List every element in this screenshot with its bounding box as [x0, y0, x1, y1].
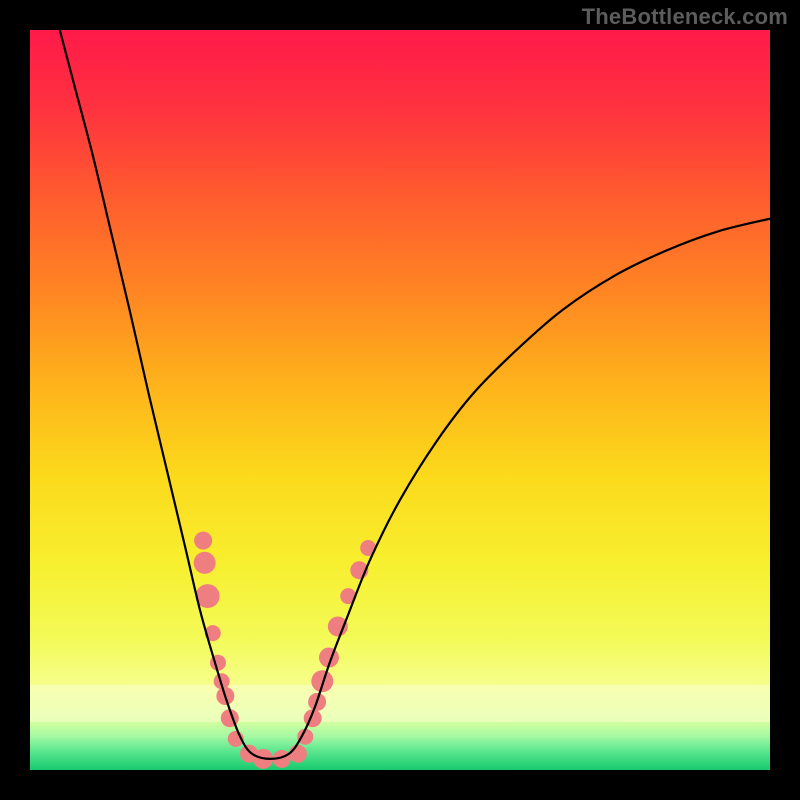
- data-marker: [194, 532, 212, 550]
- plot-background: [30, 30, 770, 770]
- watermark-text: TheBottleneck.com: [582, 4, 788, 30]
- data-marker: [289, 745, 307, 763]
- data-marker: [194, 552, 216, 574]
- data-marker: [328, 616, 348, 636]
- bottleneck-chart: [0, 0, 800, 800]
- highlight-band: [30, 685, 770, 722]
- data-marker: [311, 670, 333, 692]
